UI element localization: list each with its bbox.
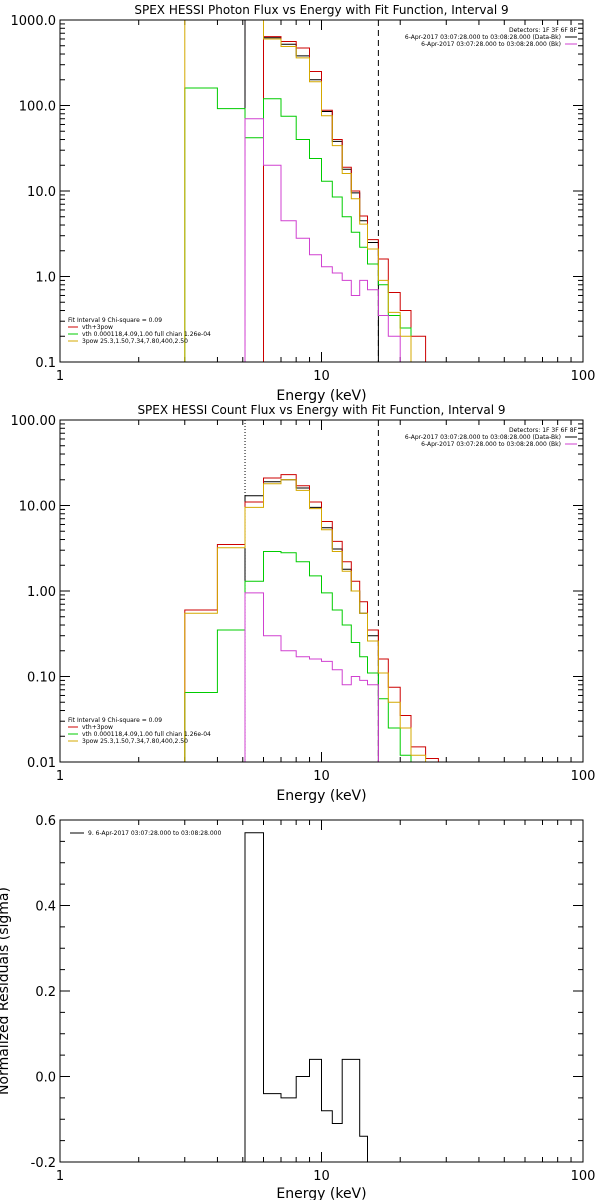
panel1-series-3 — [184, 20, 426, 362]
panel2-legend-entry: 3pow 25.3,1.50,7.34,7.80,400,2.50 — [82, 738, 188, 745]
panel3-xtick-label: 100 — [571, 1169, 596, 1184]
panel1-xtick-label: 10 — [313, 369, 330, 384]
panel1-title: SPEX HESSI Photon Flux vs Energy with Fi… — [134, 3, 508, 17]
panel3-ytick-label: 0.6 — [35, 814, 56, 829]
panel3-series-0 — [244, 832, 379, 1162]
panel1-legend-entry: 6-Apr-2017 03:07:28.000 to 03:08:28.000 … — [421, 41, 561, 48]
panel1-legend-entry: 3pow 25.3,1.50,7.34,7.80,400,2.50 — [82, 338, 188, 345]
panel1-ytick-label: 1.0 — [35, 271, 56, 286]
panel3-xtick-label: 10 — [313, 1169, 330, 1184]
panel2-series-4 — [244, 592, 379, 762]
panel3-legend-entry: 9. 6-Apr-2017 03:07:28.000 to 03:08:28.0… — [88, 830, 221, 837]
panel1-xlabel: Energy (keV) — [276, 388, 366, 404]
panel2-legend-entry: vth 0.000118,4.09,1.00 full chian 1.26e-… — [82, 731, 211, 738]
panel1-series-1 — [263, 36, 427, 362]
panel2-ytick-label: 0.01 — [27, 756, 56, 771]
panel2-legend-entry: vth+3pow — [82, 724, 113, 731]
panel3-frame — [59, 819, 584, 1163]
panel3-ytick-label: 0.0 — [35, 1071, 56, 1086]
panel2-ytick-label: 100.00 — [11, 414, 57, 429]
panel1-series-0 — [244, 20, 379, 362]
panel1-series-2 — [184, 87, 426, 362]
panel2-legend-detectors: Detectors: 1F 3F 6F 8F — [509, 427, 578, 434]
panel2-frame — [59, 419, 584, 763]
panel2-ytick-label: 1.00 — [27, 585, 56, 600]
panel3-ylabel: Normalized Residuals (sigma) — [0, 887, 12, 1095]
panel1-ytick-label: 1000.0 — [11, 14, 57, 29]
panel1-ytick-label: 0.1 — [35, 356, 56, 371]
panel2-ytick-label: 0.10 — [27, 671, 56, 686]
panel2-xlabel: Energy (keV) — [276, 788, 366, 804]
panel2-legend-fit-header: Fit Interval 9 Chi-square = 0.09 — [68, 717, 162, 724]
panel2-series-3 — [184, 479, 427, 762]
panel1-series-4 — [244, 118, 401, 362]
panel1-legend-entry: vth 0.000118,4.09,1.00 full chian 1.26e-… — [82, 331, 211, 338]
panel3-xlabel: Energy (keV) — [276, 1186, 366, 1200]
panel3-ytick-label: 0.4 — [35, 900, 56, 915]
panel2-legend-entry: 6-Apr-2017 03:07:28.000 to 03:08:28.000 … — [421, 441, 561, 448]
panel1-ytick-label: 10.0 — [27, 185, 56, 200]
panel2-ytick-label: 10.00 — [19, 500, 56, 515]
panel3-xtick-label: 1 — [56, 1169, 64, 1184]
panel2-xtick-label: 10 — [313, 769, 330, 784]
panel2-title: SPEX HESSI Count Flux vs Energy with Fit… — [137, 403, 505, 417]
panel1-ytick-label: 100.0 — [19, 100, 56, 115]
panel1-legend-fit-header: Fit Interval 9 Chi-square = 0.09 — [68, 317, 162, 324]
panel3-ytick-label: -0.2 — [31, 1156, 56, 1171]
panel2-series-2 — [184, 551, 427, 762]
panel1-legend-detectors: Detectors: 1F 3F 6F 8F — [509, 27, 578, 34]
panel1-xtick-label: 1 — [56, 369, 64, 384]
panel3-ytick-label: 0.2 — [35, 985, 56, 1000]
panel1-frame — [59, 19, 584, 363]
panel2-xtick-label: 100 — [571, 769, 596, 784]
panel1-legend-entry: vth+3pow — [82, 324, 113, 331]
panel2-legend-entry: 6-Apr-2017 03:07:28.000 to 03:08:28.000 … — [405, 434, 561, 441]
panel1-xtick-label: 100 — [571, 369, 596, 384]
panel2-xtick-label: 1 — [56, 769, 64, 784]
panel2-series-0 — [244, 479, 379, 762]
panel1-legend-entry: 6-Apr-2017 03:07:28.000 to 03:08:28.000 … — [405, 34, 561, 41]
